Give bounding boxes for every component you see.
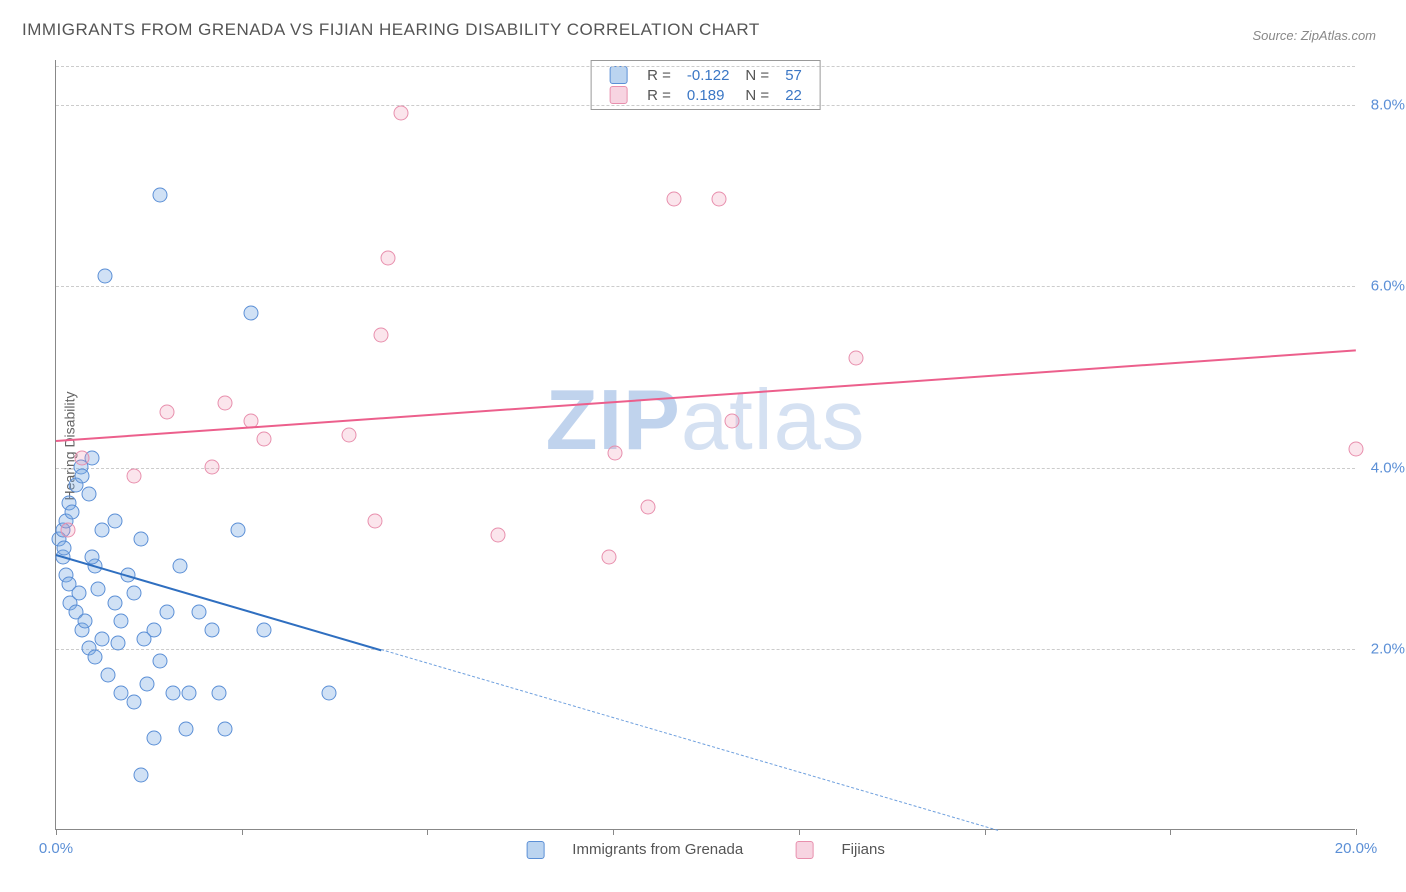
gridline (56, 468, 1355, 469)
x-tick-label: 0.0% (39, 840, 73, 857)
y-tick-label: 4.0% (1371, 459, 1405, 476)
data-point-grenada (56, 541, 71, 556)
data-point-fijians (712, 192, 727, 207)
data-point-grenada (78, 613, 93, 628)
swatch-pink (609, 86, 627, 104)
swatch-blue (609, 66, 627, 84)
data-point-fijians (725, 414, 740, 429)
data-point-fijians (601, 550, 616, 565)
gridline (56, 286, 1355, 287)
data-point-grenada (166, 686, 181, 701)
data-point-grenada (65, 504, 80, 519)
data-point-grenada (322, 686, 337, 701)
data-point-fijians (640, 500, 655, 515)
data-point-fijians (666, 192, 681, 207)
x-tick (1170, 829, 1171, 835)
data-point-grenada (153, 654, 168, 669)
data-point-fijians (393, 106, 408, 121)
x-tick (427, 829, 428, 835)
legend-label-grenada: Immigrants from Grenada (572, 841, 743, 858)
y-tick-label: 6.0% (1371, 278, 1405, 295)
data-point-fijians (1349, 441, 1364, 456)
legend-label-fijians: Fijians (842, 841, 885, 858)
data-point-fijians (380, 251, 395, 266)
trend-line-grenada-extrapolated (381, 649, 999, 831)
legend-row-grenada: R =-0.122 N =57 (601, 65, 810, 85)
data-point-grenada (182, 686, 197, 701)
data-point-grenada (101, 668, 116, 683)
data-point-grenada (127, 695, 142, 710)
data-point-fijians (205, 459, 220, 474)
correlation-legend: R =-0.122 N =57 R =0.189 N =22 (590, 60, 821, 110)
data-point-grenada (218, 722, 233, 737)
data-point-grenada (244, 305, 259, 320)
data-point-grenada (94, 631, 109, 646)
data-point-grenada (97, 269, 112, 284)
data-point-grenada (127, 586, 142, 601)
data-point-grenada (172, 559, 187, 574)
data-point-grenada (159, 604, 174, 619)
plot-area: ZIPatlas R =-0.122 N =57 R =0.189 N =22 … (55, 60, 1355, 830)
data-point-grenada (211, 686, 226, 701)
data-point-grenada (140, 677, 155, 692)
data-point-grenada (231, 523, 246, 538)
data-point-grenada (107, 595, 122, 610)
data-point-fijians (608, 446, 623, 461)
x-tick (56, 829, 57, 835)
data-point-grenada (81, 486, 96, 501)
gridline (56, 649, 1355, 650)
x-tick (242, 829, 243, 835)
data-point-grenada (94, 523, 109, 538)
data-point-grenada (71, 586, 86, 601)
y-tick-label: 2.0% (1371, 640, 1405, 657)
legend-row-fijians: R =0.189 N =22 (601, 85, 810, 105)
data-point-fijians (374, 328, 389, 343)
y-tick-label: 8.0% (1371, 97, 1405, 114)
x-tick (799, 829, 800, 835)
data-point-grenada (153, 187, 168, 202)
data-point-grenada (192, 604, 207, 619)
x-tick-label: 20.0% (1335, 840, 1378, 857)
data-point-fijians (367, 514, 382, 529)
swatch-pink-icon (795, 841, 813, 859)
series-legend: Immigrants from Grenada Fijians (502, 841, 909, 859)
data-point-fijians (341, 427, 356, 442)
chart-title: IMMIGRANTS FROM GRENADA VS FIJIAN HEARIN… (22, 20, 760, 40)
x-tick (613, 829, 614, 835)
data-point-fijians (127, 468, 142, 483)
data-point-fijians (159, 405, 174, 420)
data-point-grenada (136, 631, 151, 646)
data-point-grenada (146, 731, 161, 746)
data-point-fijians (257, 432, 272, 447)
swatch-blue-icon (526, 841, 544, 859)
x-tick (1356, 829, 1357, 835)
data-point-grenada (75, 468, 90, 483)
data-point-fijians (491, 527, 506, 542)
data-point-grenada (133, 532, 148, 547)
data-point-grenada (88, 649, 103, 664)
data-point-grenada (179, 722, 194, 737)
data-point-fijians (60, 523, 75, 538)
data-point-fijians (218, 396, 233, 411)
data-point-grenada (110, 636, 125, 651)
source-attribution: Source: ZipAtlas.com (1252, 28, 1376, 43)
gridline (56, 66, 1355, 67)
data-point-grenada (114, 613, 129, 628)
x-tick (985, 829, 986, 835)
data-point-fijians (848, 350, 863, 365)
data-point-grenada (107, 514, 122, 529)
data-point-fijians (75, 450, 90, 465)
data-point-grenada (205, 622, 220, 637)
gridline (56, 105, 1355, 106)
data-point-grenada (257, 622, 272, 637)
data-point-grenada (91, 581, 106, 596)
data-point-grenada (133, 767, 148, 782)
